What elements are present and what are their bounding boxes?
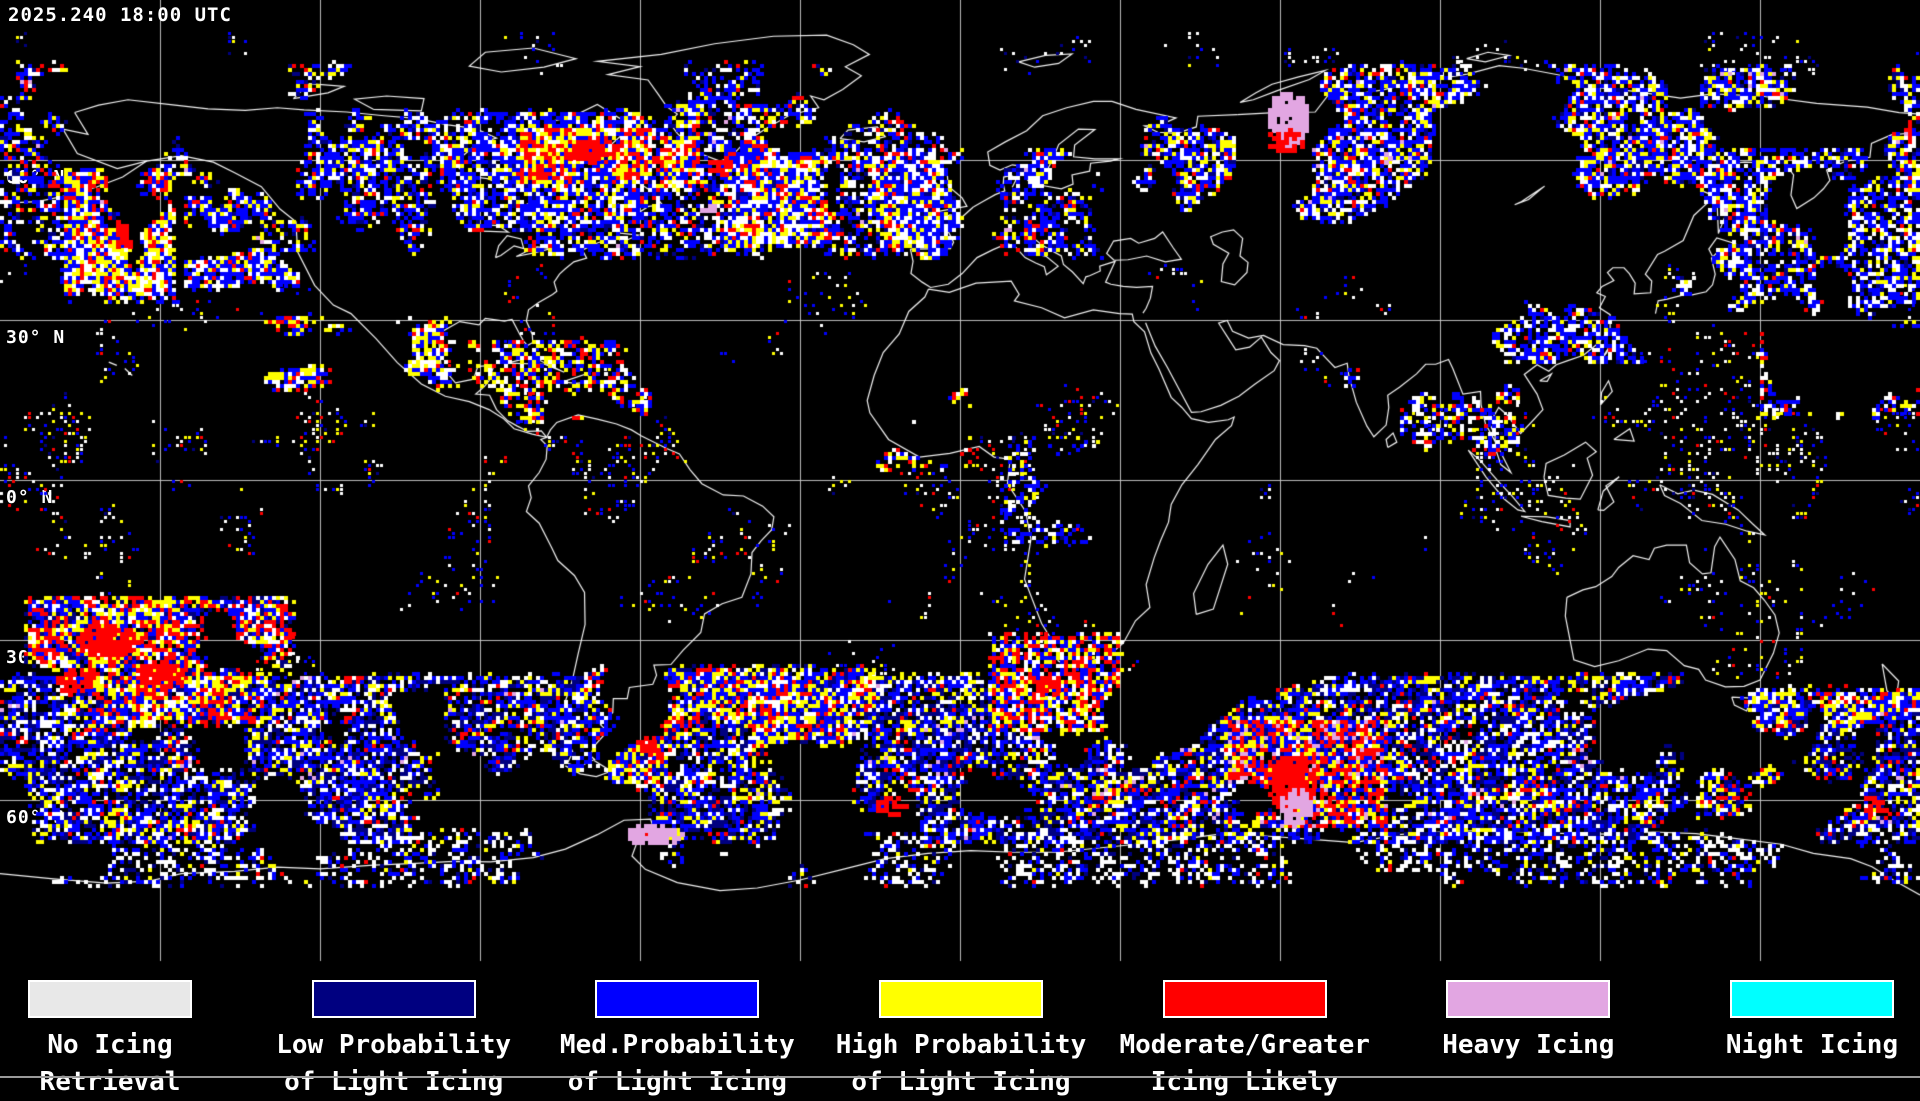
legend-item: Moderate/Greater Icing Likely	[1095, 980, 1395, 1101]
legend-bar: No Icing Retrieval Low Probability of Light…	[0, 960, 1920, 1097]
legend-item: Heavy Icing	[1378, 980, 1678, 1064]
legend-swatch	[28, 980, 192, 1018]
legend-label: Night Icing	[1725, 1030, 1899, 1060]
legend-label: Med.Probability of Light Icing	[559, 1030, 795, 1097]
legend-label: High Probability of Light Icing	[835, 1030, 1087, 1097]
legend-label: Low Probability of Light Icing	[276, 1030, 512, 1097]
timestamp-label: 2025.240 18:00 UTC	[8, 4, 232, 26]
legend-label: No Icing Retrieval	[39, 1030, 181, 1097]
legend-swatch	[879, 980, 1043, 1018]
legend-swatch	[595, 980, 760, 1018]
legend-item: High Probability of Light Icing	[811, 980, 1111, 1101]
legend-swatch	[1446, 980, 1611, 1018]
legend-item: Low Probability of Light Icing	[244, 980, 544, 1101]
legend-swatch	[1730, 980, 1895, 1018]
legend-item: No Icing Retrieval	[0, 980, 260, 1101]
legend-item: Night Icing	[1662, 980, 1920, 1064]
legend-swatch	[311, 980, 476, 1018]
bottom-divider-line	[0, 1076, 1920, 1078]
legend-label: Moderate/Greater Icing Likely	[1119, 1030, 1370, 1097]
legend-label: Heavy Icing	[1442, 1030, 1615, 1060]
legend-swatch	[1162, 980, 1327, 1018]
legend-item: Med.Probability of Light Icing	[527, 980, 827, 1101]
